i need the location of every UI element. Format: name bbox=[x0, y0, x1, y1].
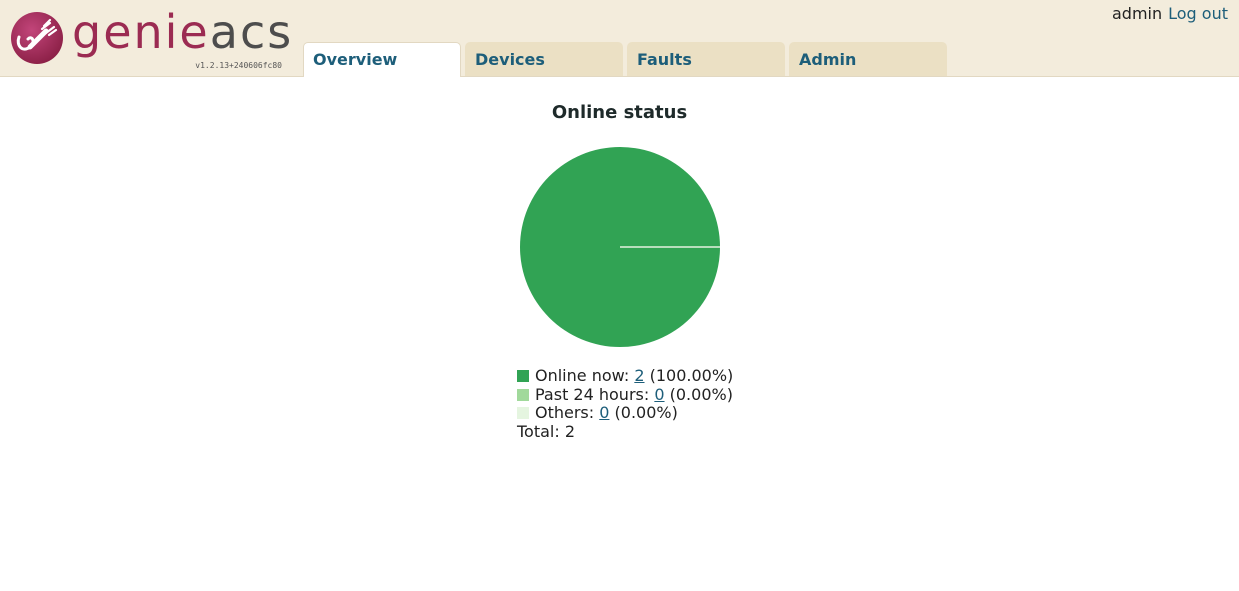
legend-label-past-24-hours: Past 24 hours: bbox=[535, 384, 650, 404]
user-area: admin Log out bbox=[1112, 4, 1228, 23]
tab-faults[interactable]: Faults bbox=[627, 42, 785, 76]
others-count-link[interactable]: 0 bbox=[599, 403, 610, 422]
legend-item-others: Others: 0 (0.00%) bbox=[517, 403, 733, 423]
total-value: 2 bbox=[564, 421, 576, 441]
tab-overview[interactable]: Overview bbox=[303, 42, 461, 77]
legend-swatch-past-24-hours bbox=[517, 388, 529, 401]
legend-label-online-now: Online now: bbox=[535, 366, 630, 385]
chart-legend: Online now: 2 (100.00%) Past 24 hours: 0… bbox=[517, 366, 734, 442]
past-24-hours-count-link[interactable]: 0 bbox=[654, 384, 665, 404]
chart-title: Online status bbox=[551, 102, 688, 123]
legend-percent-others: (0.00%) bbox=[614, 403, 678, 422]
username-label: admin bbox=[1111, 4, 1163, 23]
legend-swatch-others bbox=[517, 407, 529, 419]
legend-item-past-24-hours: Past 24 hours: 0 (0.00%) bbox=[517, 384, 733, 405]
logo-word-genie: genie bbox=[72, 5, 210, 59]
tab-devices[interactable]: Devices bbox=[465, 42, 623, 76]
logo-wordmark: genieacs bbox=[72, 4, 293, 60]
legend-label-others: Others: bbox=[535, 403, 595, 422]
legend-total: Total: 2 bbox=[517, 421, 733, 442]
total-label: Total: bbox=[517, 421, 560, 441]
tab-admin[interactable]: Admin bbox=[789, 42, 947, 76]
version-label: v1.2.13+240606fc80 bbox=[195, 61, 282, 70]
logout-link[interactable]: Log out bbox=[1168, 4, 1228, 23]
online-status-pie-chart bbox=[520, 147, 720, 347]
legend-percent-online-now: (100.00%) bbox=[649, 366, 734, 385]
top-header: genieacs v1.2.13+240606fc80 admin Log out… bbox=[0, 0, 1239, 77]
genie-lamp-icon bbox=[11, 12, 63, 64]
genieacs-logo[interactable]: genieacs v1.2.13+240606fc80 bbox=[10, 5, 291, 72]
legend-swatch-online-now bbox=[517, 370, 529, 382]
logo-word-acs: acs bbox=[209, 5, 294, 59]
legend-percent-past-24-hours: (0.00%) bbox=[669, 384, 733, 404]
overview-content: Online status Online now: 2 (100.00%) Pa… bbox=[0, 77, 1239, 591]
online-now-count-link[interactable]: 2 bbox=[634, 366, 645, 385]
legend-item-online-now: Online now: 2 (100.00%) bbox=[517, 366, 734, 386]
